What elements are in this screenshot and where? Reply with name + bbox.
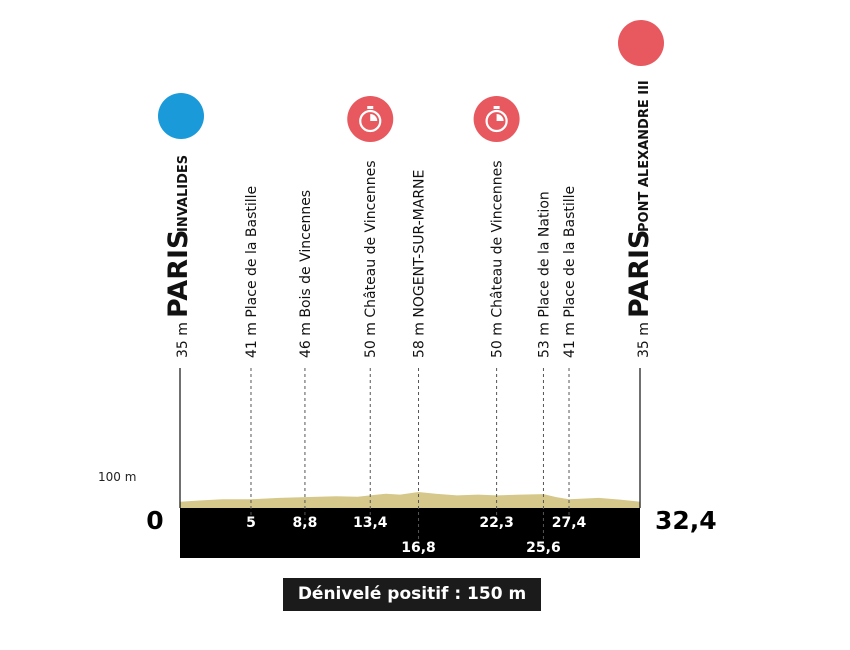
checkpoint-km: 22,3: [479, 515, 514, 531]
elevation-profile: [180, 492, 640, 508]
distance-start: 0: [146, 506, 163, 535]
checkpoint-label: 41 m Place de la Bastille: [244, 186, 260, 358]
start-marker-icon: [158, 93, 204, 139]
checkpoint: 50 m Château de Vincennes 13,4: [347, 96, 394, 531]
checkpoint-label: 53 m Place de la Nation: [536, 191, 552, 358]
checkpoint-km: 16,8: [401, 540, 436, 556]
checkpoint-label: 50 m Château de Vincennes: [363, 160, 379, 358]
stopwatch-icon: [473, 96, 520, 142]
checkpoint-label: 46 m Bois de Vincennes: [298, 190, 314, 358]
distance-end: 32,4: [655, 506, 717, 535]
distance-band: [180, 508, 640, 558]
checkpoint-km: 5: [246, 515, 256, 531]
finish-altitude: 35 m: [636, 322, 652, 358]
checkpoint-km: 27,4: [552, 515, 587, 531]
checkpoint-label: 50 m Château de Vincennes: [490, 160, 506, 358]
checkpoint-km: 13,4: [353, 515, 388, 531]
finish-city: PARIS: [624, 230, 655, 319]
checkpoint: 58 m NOGENT-SUR-MARNE 16,8: [401, 170, 436, 556]
stopwatch-icon: [347, 96, 394, 142]
finish-place: PONT ALEXANDRE III: [637, 80, 652, 232]
checkpoint-km: 25,6: [526, 540, 561, 556]
start-altitude: 35 m: [175, 322, 191, 358]
start-place: INVALIDES: [176, 155, 191, 232]
finish-marker-icon: [618, 20, 664, 66]
finish-labels: 35 m PARIS PONT ALEXANDRE III: [624, 80, 655, 358]
start-labels: 35 m PARIS INVALIDES: [163, 155, 194, 358]
checkpoint-label: 41 m Place de la Bastille: [562, 186, 578, 358]
checkpoint-label: 58 m NOGENT-SUR-MARNE: [412, 170, 428, 358]
start-city: PARIS: [163, 230, 194, 319]
checkpoint: 41 m Place de la Bastille 27,4: [552, 186, 587, 531]
elevation-gain-badge: Dénivelé positif : 150 m: [283, 578, 541, 611]
checkpoint: 46 m Bois de Vincennes 8,8: [293, 190, 318, 531]
checkpoint: 50 m Château de Vincennes 22,3: [473, 96, 520, 531]
checkpoint: 41 m Place de la Bastille 5: [244, 186, 260, 531]
checkpoint-km: 8,8: [293, 515, 318, 531]
checkpoint: 53 m Place de la Nation 25,6: [526, 191, 561, 556]
checkpoint-list: 41 m Place de la Bastille 5 46 m Bois de V…: [244, 96, 587, 556]
scale-label: 100 m: [98, 470, 136, 484]
